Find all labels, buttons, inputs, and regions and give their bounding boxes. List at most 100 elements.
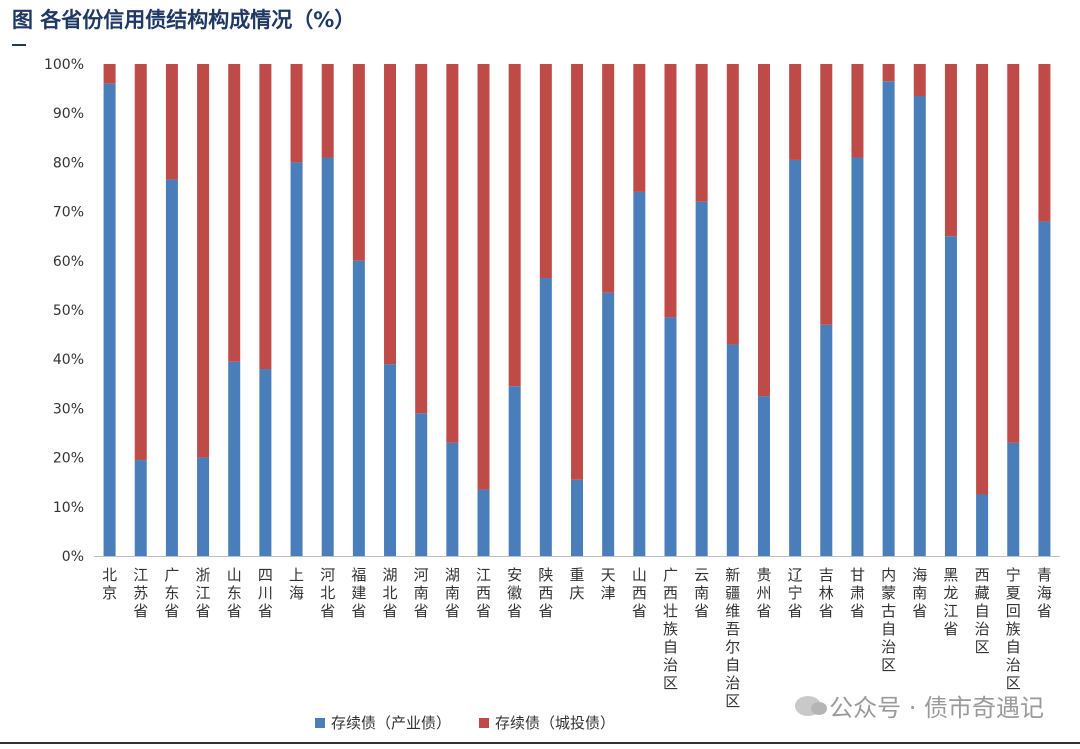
bar-industrial bbox=[384, 364, 397, 556]
y-tick-label: 80% bbox=[53, 155, 84, 171]
bar-industrial bbox=[103, 83, 116, 557]
bar-industrial bbox=[1007, 442, 1020, 556]
legend-item-industrial: 存续债（产业债） bbox=[314, 712, 451, 733]
bar-chengtou bbox=[290, 64, 303, 163]
x-tick-label: 西藏自治区 bbox=[975, 566, 990, 656]
bar-chengtou bbox=[384, 64, 397, 365]
bottom-rule bbox=[0, 742, 1080, 744]
bar-industrial bbox=[913, 95, 926, 556]
x-tick-label: 新疆维吾尔自治区 bbox=[725, 566, 740, 710]
bar-industrial bbox=[944, 236, 957, 556]
legend-label-chengtou: 存续债（城投债） bbox=[495, 714, 616, 732]
x-tick-label: 江西省 bbox=[476, 566, 491, 620]
bar-industrial bbox=[882, 81, 895, 556]
y-tick-label: 40% bbox=[53, 352, 84, 368]
bar-chengtou bbox=[726, 64, 739, 345]
y-tick-label: 20% bbox=[53, 451, 84, 467]
title-underline bbox=[12, 44, 26, 46]
bar-industrial bbox=[851, 157, 864, 557]
bar-chengtou bbox=[882, 64, 895, 82]
bar-chengtou bbox=[944, 64, 957, 237]
bar-industrial bbox=[477, 489, 490, 556]
legend: 存续债（产业债） 存续债（城投债） bbox=[0, 712, 1080, 733]
bar-industrial bbox=[664, 317, 677, 556]
x-tick-label: 云南省 bbox=[694, 566, 709, 620]
bar-industrial bbox=[820, 324, 833, 556]
legend-swatch-chengtou bbox=[479, 717, 489, 728]
x-tick-label: 福建省 bbox=[351, 566, 366, 620]
bar-chengtou bbox=[415, 64, 428, 414]
bar-chengtou bbox=[851, 64, 864, 158]
y-tick-label: 0% bbox=[62, 549, 84, 565]
bar-chengtou bbox=[757, 64, 770, 397]
bar-chengtou bbox=[228, 64, 241, 362]
bar-chengtou bbox=[789, 64, 802, 160]
bar-chengtou bbox=[602, 64, 615, 293]
x-tick-label: 河北省 bbox=[320, 566, 335, 620]
bar-industrial bbox=[757, 396, 770, 556]
bar-chengtou bbox=[976, 64, 989, 495]
bar-industrial bbox=[321, 157, 334, 557]
x-tick-label: 四川省 bbox=[258, 566, 273, 620]
bar-chengtou bbox=[695, 64, 708, 202]
bar-chengtou bbox=[321, 64, 334, 158]
x-tick-label: 吉林省 bbox=[819, 566, 834, 620]
bar-industrial bbox=[976, 494, 989, 556]
figure-title: 图 各省份信用债结构构成情况（%） bbox=[12, 8, 356, 32]
x-tick-label: 江苏省 bbox=[133, 566, 148, 620]
y-tick-label: 100% bbox=[44, 57, 84, 73]
x-tick-label: 贵州省 bbox=[756, 566, 771, 620]
x-tick-label: 宁夏回族自治区 bbox=[1006, 566, 1021, 692]
bar-chengtou bbox=[539, 64, 552, 279]
x-tick-label: 山西省 bbox=[632, 566, 647, 620]
bar-industrial bbox=[134, 460, 147, 556]
bar-industrial bbox=[695, 201, 708, 556]
bar-chengtou bbox=[571, 64, 583, 480]
x-tick-label: 陕西省 bbox=[538, 566, 553, 620]
legend-swatch-industrial bbox=[314, 717, 325, 728]
bar-chengtou bbox=[352, 64, 365, 261]
bar-chengtou bbox=[103, 64, 116, 84]
bar-industrial bbox=[446, 442, 459, 556]
bar-industrial bbox=[228, 361, 241, 556]
legend-label-industrial: 存续债（产业债） bbox=[330, 714, 451, 732]
x-tick-label: 湖北省 bbox=[383, 566, 398, 620]
x-tick-label: 广西壮族自治区 bbox=[663, 566, 678, 692]
bar-chengtou bbox=[633, 64, 646, 192]
bar-chengtou bbox=[664, 64, 677, 318]
legend-item-chengtou: 存续债（城投债） bbox=[479, 712, 615, 733]
x-tick-label: 安徽省 bbox=[507, 566, 522, 620]
bar-chengtou bbox=[820, 64, 833, 325]
bar-industrial bbox=[259, 369, 272, 556]
x-tick-label: 北京 bbox=[102, 566, 117, 602]
x-tick-label: 内蒙古自治区 bbox=[881, 566, 896, 674]
bar-industrial bbox=[602, 292, 615, 556]
y-tick-label: 90% bbox=[53, 106, 84, 122]
bar-chengtou bbox=[1038, 64, 1051, 222]
bar-industrial bbox=[539, 278, 552, 556]
bar-chengtou bbox=[446, 64, 459, 443]
bar-industrial bbox=[197, 457, 210, 556]
bar-chengtou bbox=[259, 64, 272, 370]
bar-chengtou bbox=[913, 64, 926, 96]
bar-industrial bbox=[633, 191, 646, 557]
x-tick-label: 辽宁省 bbox=[788, 566, 803, 620]
bar-industrial bbox=[726, 344, 739, 556]
bar-industrial bbox=[508, 386, 521, 556]
x-tick-label: 青海省 bbox=[1037, 566, 1052, 620]
bar-industrial bbox=[415, 413, 428, 556]
y-tick-label: 70% bbox=[53, 205, 84, 221]
x-tick-label: 上海 bbox=[289, 566, 304, 602]
y-tick-label: 10% bbox=[53, 500, 84, 516]
x-tick-label: 浙江省 bbox=[196, 566, 211, 620]
bar-chengtou bbox=[477, 64, 490, 490]
bar-chengtou bbox=[165, 64, 178, 180]
bar-industrial bbox=[1038, 221, 1051, 556]
wechat-icon bbox=[795, 695, 828, 716]
x-tick-label: 重庆 bbox=[569, 566, 584, 602]
bar-chengtou bbox=[508, 64, 521, 387]
x-tick-label: 甘肃省 bbox=[850, 566, 865, 620]
y-tick-label: 50% bbox=[53, 303, 84, 319]
bar-industrial bbox=[165, 179, 178, 556]
